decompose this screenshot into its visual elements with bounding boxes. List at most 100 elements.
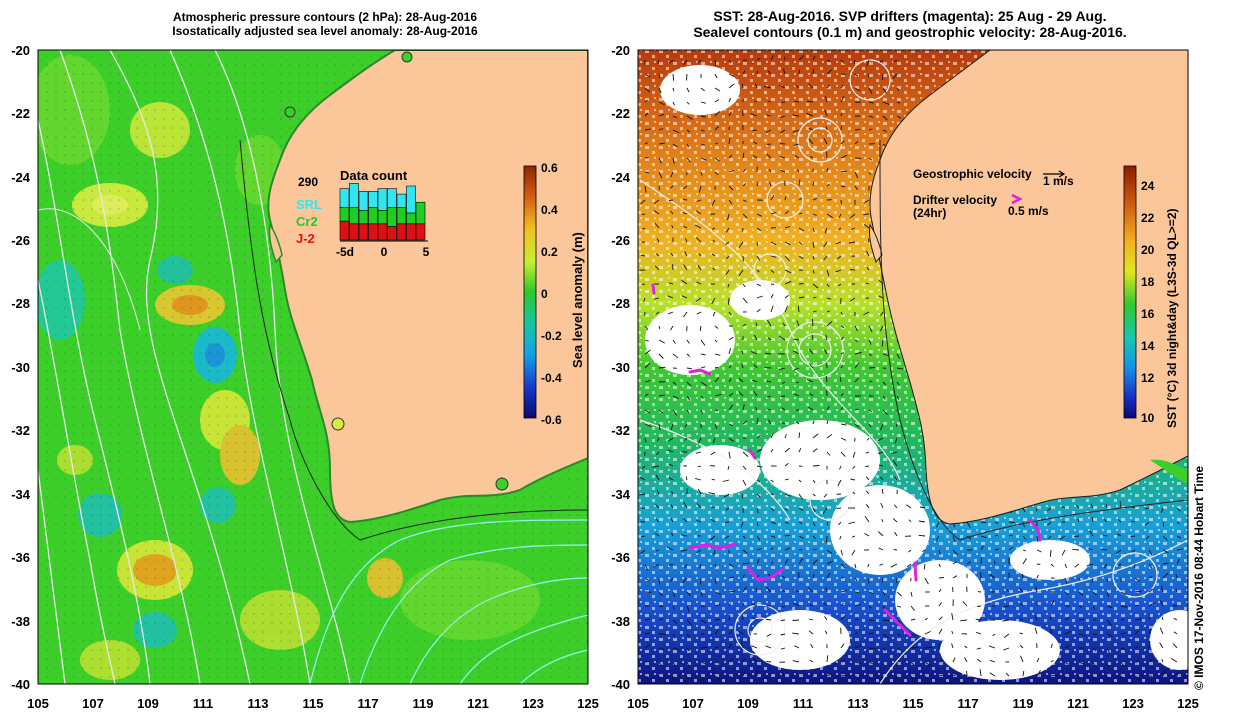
velocity-vector: [698, 185, 702, 193]
velocity-vector: [881, 339, 884, 347]
velocity-vector: [798, 179, 801, 187]
velocity-vector: [868, 128, 873, 131]
velocity-vector: [1092, 647, 1097, 652]
velocity-vector: [742, 199, 747, 202]
velocity-vector: [728, 111, 732, 117]
velocity-vector: [938, 659, 943, 663]
velocity-vector: [728, 185, 734, 191]
velocity-vector: [770, 55, 774, 61]
velocity-vector: [1115, 549, 1122, 555]
velocity-vector: [798, 557, 804, 565]
left-y-tick: -30: [11, 360, 30, 375]
velocity-vector: [779, 156, 786, 159]
velocity-vector: [823, 493, 828, 498]
right-y-tick: -30: [611, 360, 630, 375]
tide-gauge-marker[interactable]: [495, 477, 509, 491]
right-x-tick: 121: [1067, 696, 1089, 711]
velocity-vector: [672, 395, 679, 400]
velocity-vector: [793, 367, 800, 371]
velocity-vector: [952, 561, 957, 565]
velocity-vector: [1176, 521, 1180, 525]
velocity-vector: [714, 675, 721, 681]
data-count-bar-j2: [415, 223, 426, 241]
velocity-vector: [643, 297, 646, 302]
velocity-vector: [770, 241, 777, 246]
velocity-vector: [793, 602, 800, 607]
velocity-vector: [826, 213, 834, 219]
sst-colorbar-tick: 10: [1141, 411, 1155, 425]
velocity-vector: [778, 84, 786, 89]
velocity-vector: [712, 267, 716, 271]
velocity-vector: [1074, 563, 1080, 568]
velocity-vector: [812, 283, 819, 289]
velocity-vector: [742, 152, 745, 159]
velocity-vector: [894, 531, 898, 537]
left-x-tick: 109: [137, 696, 159, 711]
velocity-vector: [714, 353, 721, 356]
velocity-vector: [868, 409, 872, 413]
velocity-vector: [700, 339, 706, 346]
velocity-vector: [840, 352, 844, 355]
velocity-vector: [742, 297, 748, 304]
data-count-bar-srl: [406, 185, 416, 214]
tide-gauge-marker[interactable]: [331, 417, 345, 431]
velocity-vector: [751, 603, 758, 607]
velocity-vector: [938, 674, 943, 677]
velocity-vector: [700, 115, 706, 118]
data-count-bar-cr2: [406, 212, 416, 225]
velocity-vector: [752, 617, 758, 621]
velocity-vector: [714, 423, 718, 429]
velocity-vector: [742, 670, 746, 677]
velocity-vector: [1134, 577, 1141, 582]
velocity-vector: [644, 339, 649, 342]
velocity-vector: [890, 451, 898, 455]
velocity-vector: [770, 561, 774, 565]
velocity-vector: [994, 548, 999, 551]
pressure-contours: [38, 50, 351, 684]
left-y-tick: -38: [11, 614, 30, 629]
velocity-vector: [952, 673, 958, 677]
velocity-vector: [641, 213, 646, 216]
left-title-line2: Isostatically adjusted sea level anomaly…: [172, 24, 478, 38]
velocity-vector: [644, 437, 647, 443]
velocity-vector: [792, 114, 800, 117]
sst-colorbar: 24 22 20 18 16 14 12 10 SST (°C) 3d nigh…: [1123, 165, 1179, 428]
velocity-vector: [1148, 657, 1154, 663]
velocity-vector: [792, 350, 800, 355]
velocity-vector: [644, 128, 651, 131]
tide-gauge-marker[interactable]: [284, 106, 296, 118]
velocity-vector: [671, 491, 674, 495]
velocity-vector: [1019, 644, 1024, 649]
velocity-vector: [922, 549, 926, 552]
velocity-vector: [1148, 549, 1153, 556]
velocity-vector: [798, 448, 802, 453]
velocity-vector: [812, 521, 816, 527]
velocity-vector: [682, 198, 688, 201]
velocity-vector: [852, 491, 856, 495]
velocity-vector: [686, 367, 693, 370]
velocity-vector: [756, 308, 761, 313]
right-y-axis: -20 -22 -24 -26 -28 -30 -32 -34 -36 -38 …: [611, 43, 631, 692]
velocity-vector: [824, 349, 828, 355]
velocity-vector: [924, 646, 932, 649]
velocity-vector: [742, 183, 747, 187]
tide-gauge-marker[interactable]: [401, 51, 413, 63]
velocity-vector: [864, 516, 870, 523]
legend-cr2: Cr2: [296, 214, 318, 229]
velocity-vector: [1134, 646, 1139, 649]
velocity-vector: [867, 73, 870, 78]
velocity-vector: [712, 437, 716, 444]
velocity-vector: [896, 381, 900, 386]
velocity-vector: [812, 68, 814, 75]
velocity-vector: [823, 137, 828, 145]
velocity-vector: [910, 605, 915, 611]
sla-colorbar-tick: -0.6: [541, 413, 562, 427]
velocity-vector: [700, 171, 703, 176]
velocity-vector: [879, 675, 884, 681]
velocity-vector: [840, 185, 846, 188]
velocity-vector: [824, 227, 828, 234]
velocity-vector: [798, 507, 804, 511]
velocity-vector: [770, 493, 775, 495]
velocity-vector: [1021, 573, 1024, 579]
velocity-vector: [840, 549, 843, 556]
